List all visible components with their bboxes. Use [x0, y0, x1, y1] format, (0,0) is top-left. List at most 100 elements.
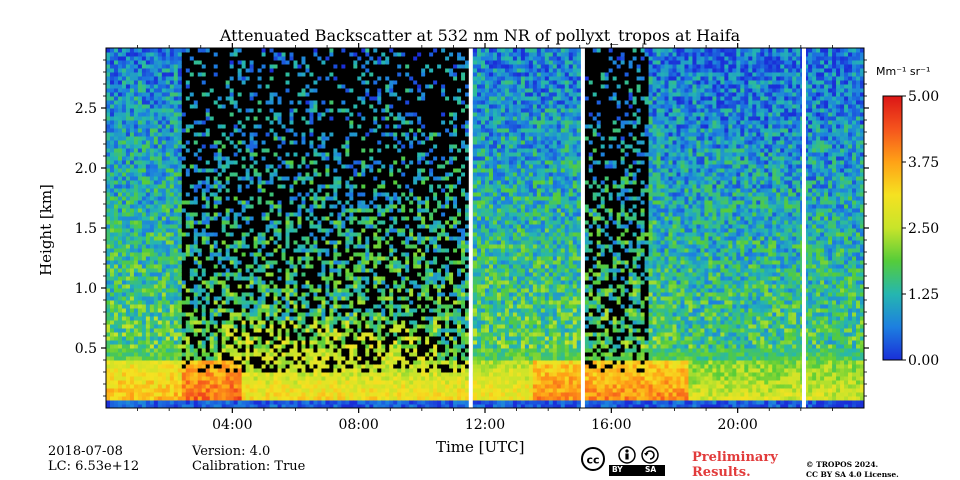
heatmap-cell	[221, 212, 227, 217]
heatmap-cell	[177, 280, 183, 285]
heatmap-cell	[205, 244, 211, 249]
heatmap-cell	[277, 396, 283, 401]
heatmap-cell	[249, 96, 255, 101]
heatmap-cell	[125, 304, 131, 309]
heatmap-cell	[109, 336, 115, 341]
heatmap-cell	[173, 388, 179, 393]
heatmap-cell	[321, 284, 326, 289]
heatmap-cell	[293, 284, 298, 289]
heatmap-cell	[161, 400, 167, 405]
heatmap-cell	[221, 396, 227, 401]
heatmap-cell	[241, 324, 247, 329]
heatmap-cell	[213, 60, 219, 65]
heatmap-cell	[225, 340, 231, 345]
heatmap-cell	[141, 316, 147, 321]
heatmap-cell	[269, 340, 275, 345]
heatmap-cell	[217, 240, 223, 245]
heatmap-cell	[141, 264, 147, 269]
heatmap-cell	[173, 252, 179, 257]
heatmap-cell	[325, 252, 330, 257]
heatmap-cell	[149, 392, 155, 397]
heatmap-cell	[281, 244, 287, 249]
heatmap-cell	[197, 336, 203, 341]
heatmap-cell	[265, 128, 271, 133]
heatmap-cell	[137, 320, 143, 325]
heatmap-cell	[189, 268, 195, 273]
heatmap-cell	[305, 160, 310, 165]
heatmap-cell	[261, 204, 267, 209]
heatmap-cell	[197, 384, 203, 389]
heatmap-cell	[297, 280, 302, 285]
heatmap-cell	[313, 216, 318, 221]
heatmap-cell	[289, 104, 295, 109]
heatmap-cell	[289, 276, 295, 281]
heatmap-cell	[209, 132, 215, 137]
heatmap-cell	[261, 84, 267, 89]
heatmap-cell	[173, 316, 179, 321]
heatmap-cell	[205, 276, 211, 281]
heatmap-cell	[173, 208, 179, 213]
heatmap-cell	[133, 144, 139, 149]
heatmap-cell	[281, 260, 287, 265]
heatmap-cell	[273, 232, 279, 237]
heatmap-cell	[185, 104, 191, 109]
heatmap-cell	[189, 400, 195, 405]
heatmap-cell	[213, 192, 219, 197]
heatmap-cell	[189, 368, 195, 373]
heatmap-cell	[225, 196, 231, 201]
heatmap-cell	[113, 196, 119, 201]
heatmap-cell	[241, 388, 247, 393]
heatmap-cell	[297, 212, 302, 217]
heatmap-cell	[237, 352, 243, 357]
heatmap-cell	[221, 368, 227, 373]
heatmap-cell	[281, 400, 287, 405]
heatmap-cell	[177, 264, 183, 269]
heatmap-cell	[165, 292, 171, 297]
heatmap-cell	[213, 164, 219, 169]
heatmap-cell	[301, 324, 306, 329]
heatmap-cell	[121, 132, 127, 137]
heatmap-cell	[165, 68, 171, 73]
heatmap-cell	[209, 200, 215, 205]
heatmap-cell	[117, 344, 123, 349]
heatmap-cell	[201, 264, 207, 269]
heatmap-cell	[309, 372, 314, 377]
heatmap-cell	[125, 172, 131, 177]
heatmap-cell	[309, 180, 314, 185]
heatmap-cell	[157, 344, 163, 349]
heatmap-cell	[129, 164, 135, 169]
heatmap-cell	[269, 152, 275, 157]
heatmap-cell	[129, 224, 135, 229]
heatmap-cell	[149, 352, 155, 357]
heatmap-cell	[125, 404, 131, 409]
heatmap-cell	[265, 124, 271, 129]
heatmap-cell	[297, 392, 302, 397]
heatmap-cell	[237, 96, 243, 101]
heatmap-cell	[289, 140, 295, 145]
heatmap-cell	[185, 68, 191, 73]
heatmap-cell	[257, 96, 263, 101]
heatmap-cell	[193, 368, 199, 373]
heatmap-cell	[221, 92, 227, 97]
heatmap-cell	[309, 360, 314, 365]
heatmap-cell	[317, 128, 322, 133]
heatmap-cell	[117, 388, 123, 393]
heatmap-cell	[289, 360, 295, 365]
heatmap-cell	[221, 292, 227, 297]
heatmap-cell	[225, 396, 231, 401]
heatmap-cell	[125, 132, 131, 137]
heatmap-cell	[281, 164, 287, 169]
heatmap-cell	[173, 404, 179, 409]
heatmap-cell	[221, 284, 227, 289]
heatmap-cell	[281, 148, 287, 153]
heatmap-cell	[133, 124, 139, 129]
heatmap-cell	[261, 336, 267, 341]
heatmap-cell	[185, 308, 191, 313]
heatmap-cell	[277, 336, 283, 341]
heatmap-cell	[293, 184, 298, 189]
heatmap-cell	[313, 112, 318, 117]
heatmap-cell	[313, 376, 318, 381]
heatmap-cell	[133, 52, 139, 57]
heatmap-cell	[261, 240, 267, 245]
heatmap-cell	[237, 132, 243, 137]
